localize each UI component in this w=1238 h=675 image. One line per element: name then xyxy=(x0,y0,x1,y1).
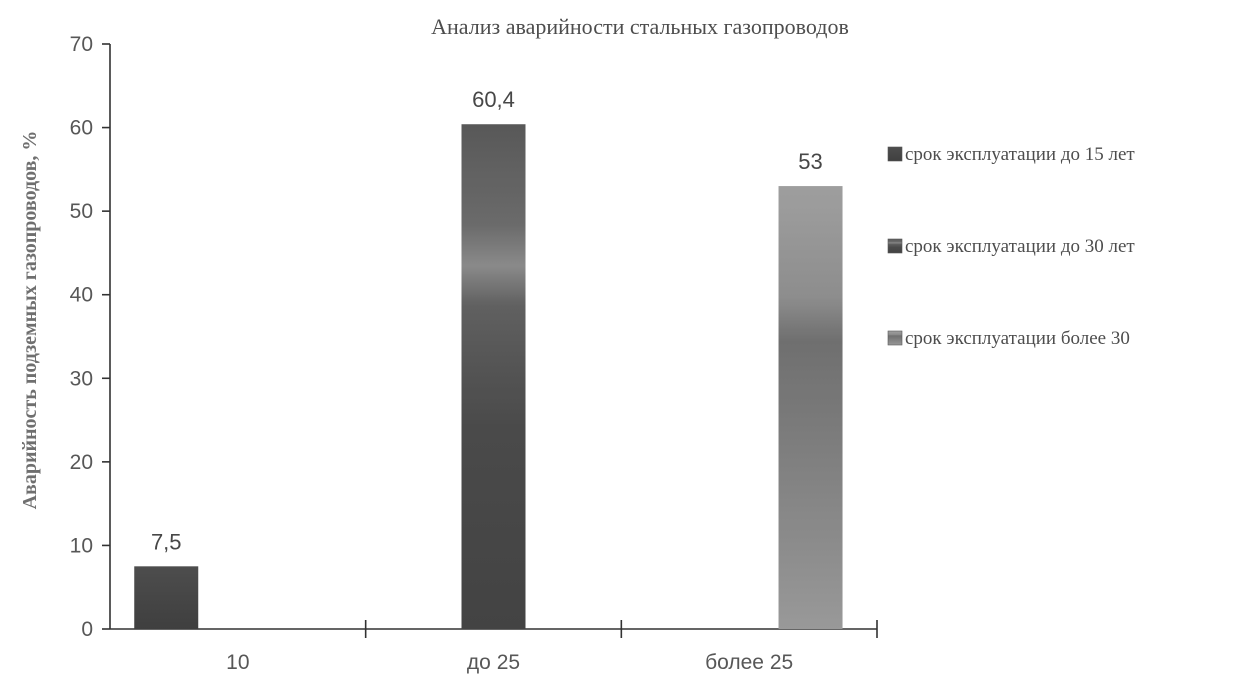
data-labels-group: 7,5 60,4 53 xyxy=(151,87,823,554)
chart-title: Анализ аварийности стальных газопроводов xyxy=(431,14,849,39)
data-label: 7,5 xyxy=(151,529,182,554)
x-tick-label: до 25 xyxy=(467,651,520,674)
y-tick-label: 50 xyxy=(70,200,93,223)
bar-3-3 xyxy=(778,186,843,630)
y-axis-label: Аварийность подземных газопроводов, % xyxy=(19,131,41,510)
x-axis: 10 до 25 более 25 xyxy=(110,620,878,674)
y-tick-label: 60 xyxy=(70,117,93,140)
y-tick-label: 30 xyxy=(70,367,93,390)
legend-label: срок эксплуатации до 15 лет xyxy=(905,144,1135,165)
y-tick-label: 0 xyxy=(81,618,93,641)
data-label: 60,4 xyxy=(472,87,515,112)
y-axis: 0 10 20 30 40 50 60 70 xyxy=(70,33,111,641)
legend-swatch xyxy=(887,238,903,254)
y-tick-label: 10 xyxy=(70,534,93,557)
y-tick-label: 70 xyxy=(70,33,93,56)
x-tick-label: более 25 xyxy=(705,651,793,674)
legend-label: срок эксплуатации до 30 лет xyxy=(905,236,1135,257)
y-tick-label: 20 xyxy=(70,451,93,474)
legend-swatch xyxy=(887,330,903,346)
legend: срок эксплуатации до 15 лет срок эксплуат… xyxy=(887,144,1135,349)
bar-1-1 xyxy=(134,566,199,629)
x-tick-label: 10 xyxy=(226,651,249,674)
legend-swatch xyxy=(887,146,903,162)
y-tick-label: 40 xyxy=(70,284,93,307)
legend-label: срок эксплуатации более 30 xyxy=(905,328,1130,349)
data-label: 53 xyxy=(798,149,822,174)
bar-2-2 xyxy=(461,124,526,629)
bars-group xyxy=(134,124,843,630)
